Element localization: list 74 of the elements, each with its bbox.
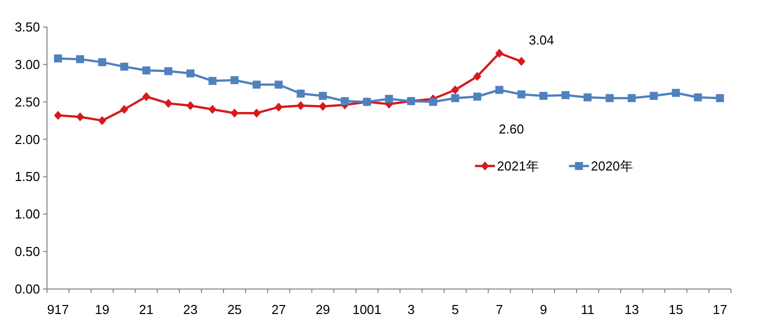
y-tick-label: 2.00	[14, 132, 40, 147]
x-tick-label: 13	[624, 302, 639, 317]
point	[208, 76, 216, 85]
x-tick-label: 15	[668, 302, 684, 317]
x-tick-label: 1001	[352, 302, 382, 317]
point	[252, 108, 261, 118]
point	[562, 91, 570, 100]
point	[672, 88, 680, 97]
legend-label: 2021年	[497, 158, 539, 174]
x-tick-label: 29	[316, 302, 330, 317]
point	[539, 92, 548, 100]
point	[385, 94, 393, 103]
x-tick-label: 27	[271, 302, 286, 317]
point	[186, 69, 194, 78]
point	[495, 86, 504, 94]
x-tick-label: 7	[496, 302, 503, 317]
point	[716, 94, 724, 102]
point	[694, 93, 702, 102]
point	[628, 94, 636, 102]
point	[650, 92, 658, 100]
point	[54, 110, 62, 120]
point	[142, 92, 150, 102]
x-tick-label: 917	[47, 302, 69, 317]
x-tick-label: 5	[452, 302, 459, 317]
point	[451, 94, 460, 102]
point	[318, 92, 327, 100]
x-tick-label: 17	[712, 302, 728, 317]
data-label: 2.60	[498, 121, 524, 136]
legend-label: 2020年	[590, 158, 633, 174]
x-tick-label: 11	[580, 302, 594, 317]
point	[164, 98, 172, 108]
point	[230, 108, 239, 118]
y-tick-label: 2.50	[14, 94, 40, 110]
y-tick-label: 3.00	[14, 56, 40, 72]
point	[473, 92, 482, 101]
y-tick-label: 1.00	[14, 206, 40, 222]
point	[230, 76, 239, 84]
point	[429, 98, 438, 106]
point	[186, 101, 194, 110]
point	[98, 58, 106, 66]
point	[473, 72, 482, 81]
x-tick-label: 3	[407, 302, 415, 317]
point	[606, 94, 614, 102]
point	[517, 90, 526, 98]
point	[451, 85, 460, 94]
point	[76, 55, 84, 64]
y-tick-label: 1.50	[14, 169, 40, 184]
point	[252, 80, 261, 89]
x-tick-label: 25	[227, 302, 242, 317]
point	[164, 67, 172, 76]
x-tick-label: 21	[139, 302, 154, 317]
point	[296, 101, 305, 110]
point	[274, 102, 283, 112]
x-tick-label: 19	[94, 302, 110, 317]
y-tick-label: 0.00	[14, 282, 40, 296]
point	[274, 80, 283, 89]
point	[98, 116, 106, 126]
point	[76, 112, 84, 122]
point	[340, 97, 349, 106]
point	[584, 93, 592, 102]
y-tick-label: 3.50	[14, 20, 40, 34]
point	[120, 62, 128, 71]
point	[318, 102, 327, 111]
x-tick-label: 9	[540, 302, 548, 317]
point	[495, 48, 504, 58]
y-tick-label: 0.50	[14, 244, 40, 260]
x-tick-label: 23	[183, 302, 198, 317]
point	[296, 90, 305, 98]
point	[120, 104, 128, 114]
data-label: 3.04	[528, 32, 554, 48]
point	[208, 104, 216, 114]
point	[142, 66, 150, 74]
point	[54, 54, 62, 62]
point	[517, 56, 526, 66]
